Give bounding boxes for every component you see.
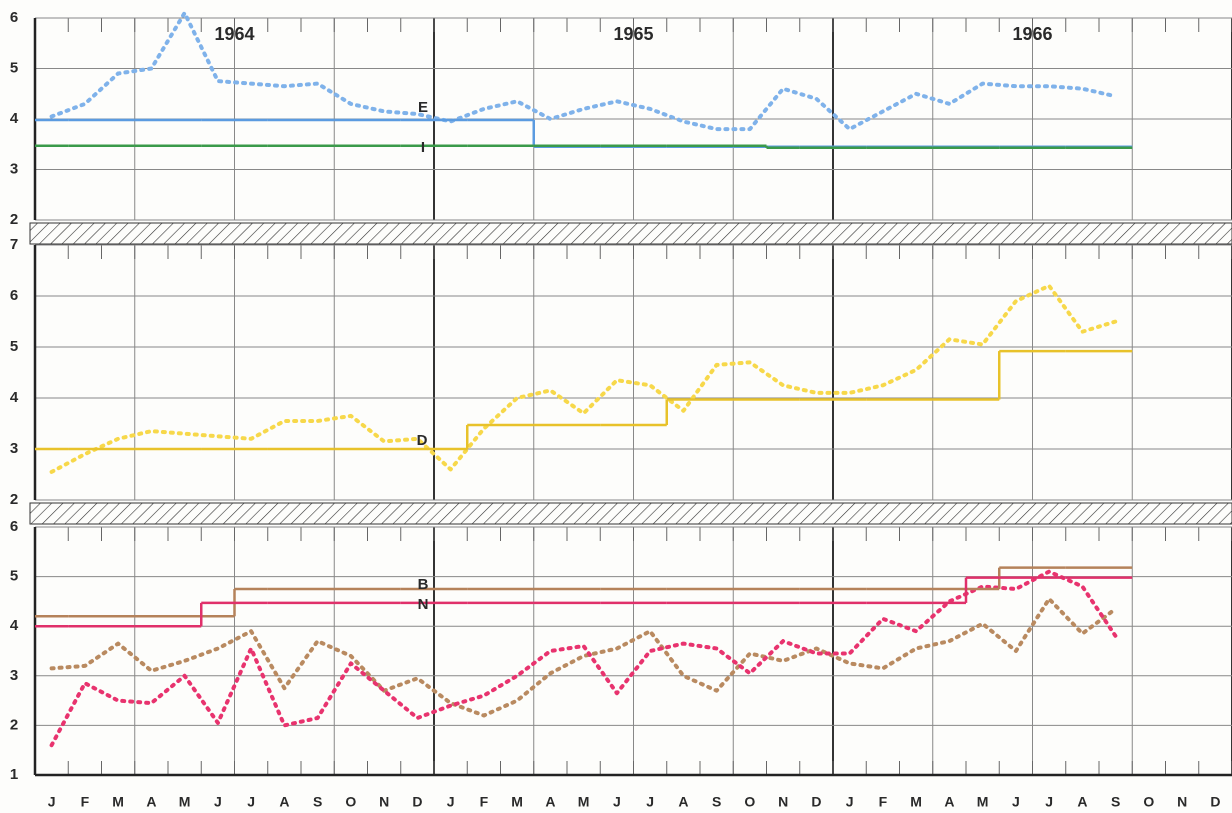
y-tick-label: 7 bbox=[10, 236, 18, 253]
y-tick-label: 3 bbox=[10, 160, 18, 177]
x-tick-label: J bbox=[846, 794, 854, 810]
axis-break bbox=[29, 222, 1232, 245]
y-tick-label: 4 bbox=[10, 617, 19, 634]
x-tick-label: N bbox=[1177, 794, 1187, 810]
y-tick-label: 5 bbox=[10, 568, 18, 585]
series-label: D bbox=[417, 432, 428, 449]
y-tick-label: 3 bbox=[10, 440, 18, 457]
x-tick-label: A bbox=[944, 794, 954, 810]
series-label: B bbox=[418, 576, 429, 593]
x-tick-label: A bbox=[279, 794, 289, 810]
x-tick-label: J bbox=[447, 794, 455, 810]
x-tick-label: J bbox=[646, 794, 654, 810]
dotted-line bbox=[49, 596, 1118, 718]
y-tick-label: 5 bbox=[10, 338, 18, 355]
x-tick-label: J bbox=[48, 794, 56, 810]
y-tick-label: 6 bbox=[10, 518, 18, 535]
dotted-line bbox=[49, 569, 1118, 748]
series-label: I bbox=[421, 139, 425, 156]
y-tick-label: 3 bbox=[10, 667, 18, 684]
y-tick-label: 2 bbox=[10, 491, 18, 508]
year-label: 1966 bbox=[1012, 24, 1052, 44]
series-label: N bbox=[418, 596, 429, 613]
x-tick-label: A bbox=[678, 794, 688, 810]
x-tick-label: J bbox=[1012, 794, 1020, 810]
x-tick-label: M bbox=[578, 794, 590, 810]
dotted-line bbox=[49, 11, 1118, 132]
x-tick-label: F bbox=[81, 794, 90, 810]
x-tick-label: M bbox=[179, 794, 191, 810]
x-tick-label: N bbox=[379, 794, 389, 810]
y-tick-label: 1 bbox=[10, 766, 18, 783]
x-tick-label: D bbox=[1210, 794, 1220, 810]
x-tick-label: M bbox=[112, 794, 124, 810]
y-tick-label: 2 bbox=[10, 716, 18, 733]
x-tick-label: A bbox=[146, 794, 156, 810]
x-tick-label: O bbox=[1143, 794, 1154, 810]
y-tick-label: 4 bbox=[10, 389, 19, 406]
x-tick-label: S bbox=[1111, 794, 1120, 810]
axis-break bbox=[29, 502, 1232, 525]
year-label: 1965 bbox=[613, 24, 653, 44]
x-tick-label: S bbox=[313, 794, 322, 810]
y-tick-label: 6 bbox=[10, 287, 18, 304]
year-label: 1964 bbox=[214, 24, 254, 44]
x-tick-label: D bbox=[811, 794, 821, 810]
y-tick-label: 6 bbox=[10, 9, 18, 26]
x-tick-label: A bbox=[545, 794, 555, 810]
x-tick-label: M bbox=[511, 794, 523, 810]
x-tick-label: M bbox=[910, 794, 922, 810]
series-label: E bbox=[418, 99, 428, 116]
x-tick-label: F bbox=[480, 794, 489, 810]
x-tick-label: A bbox=[1077, 794, 1087, 810]
x-tick-label: J bbox=[214, 794, 222, 810]
x-tick-label: O bbox=[345, 794, 356, 810]
x-tick-label: M bbox=[977, 794, 989, 810]
y-tick-label: 4 bbox=[10, 110, 19, 127]
x-tick-label: S bbox=[712, 794, 721, 810]
x-tick-label: J bbox=[613, 794, 621, 810]
dotted-line bbox=[49, 283, 1118, 474]
y-tick-label: 5 bbox=[10, 59, 18, 76]
x-tick-label: N bbox=[778, 794, 788, 810]
x-tick-label: J bbox=[1045, 794, 1053, 810]
x-tick-label: J bbox=[247, 794, 255, 810]
x-tick-label: D bbox=[412, 794, 422, 810]
x-tick-label: O bbox=[744, 794, 755, 810]
y-tick-label: 2 bbox=[10, 211, 18, 228]
x-tick-label: F bbox=[879, 794, 888, 810]
